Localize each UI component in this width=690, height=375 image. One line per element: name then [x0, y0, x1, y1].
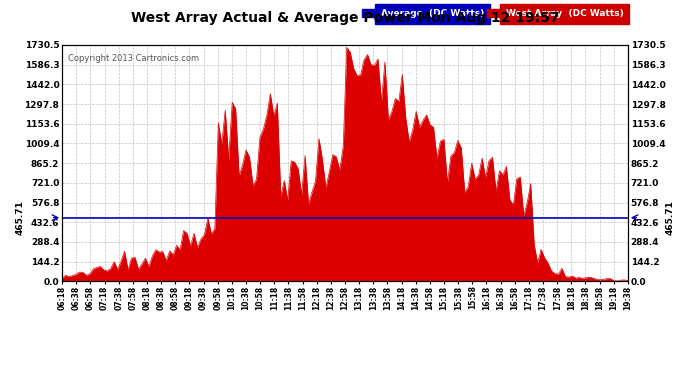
Text: Copyright 2013 Cartronics.com: Copyright 2013 Cartronics.com	[68, 54, 199, 63]
Text: 465.71: 465.71	[15, 200, 24, 235]
Text: West Array Actual & Average Power Mon Aug 12 19:57: West Array Actual & Average Power Mon Au…	[130, 11, 560, 25]
Legend: Average  (DC Watts), West Array  (DC Watts): Average (DC Watts), West Array (DC Watts…	[362, 9, 623, 18]
Text: 465.71: 465.71	[666, 200, 675, 235]
